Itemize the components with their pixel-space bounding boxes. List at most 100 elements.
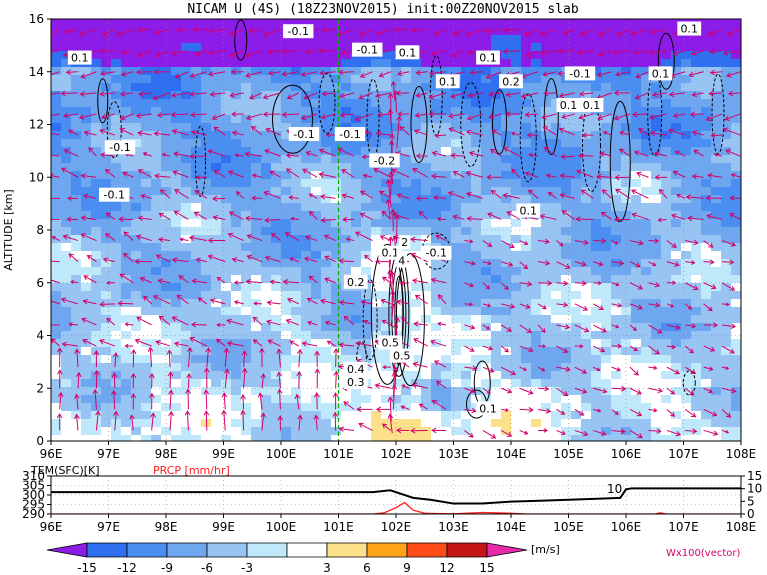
shading-cell (401, 363, 412, 372)
shading-cell (571, 123, 582, 132)
shading-cell (341, 331, 352, 340)
wind-vector (245, 113, 263, 121)
shading-cell (241, 259, 252, 268)
shading-cell (641, 411, 652, 420)
shading-cell (431, 403, 442, 412)
shading-cell (641, 187, 652, 196)
surface-x-tick-label: 107E (668, 520, 699, 534)
wind-vector (188, 235, 207, 242)
shading-cell (341, 139, 352, 148)
shading-cell (431, 259, 442, 268)
shading-cell (611, 131, 622, 140)
shading-cell (351, 139, 362, 148)
wind-vector (593, 281, 602, 286)
shading-cell (641, 107, 652, 116)
shading-cell (581, 51, 592, 60)
wind-vector (575, 216, 594, 222)
wind-vector (68, 129, 79, 136)
wind-vector (119, 127, 134, 136)
shading-cell (141, 339, 152, 348)
shading-cell (381, 283, 392, 292)
wind-vector (668, 128, 686, 136)
shading-cell (411, 67, 422, 76)
shading-cell (231, 387, 242, 396)
shading-cell (581, 251, 592, 260)
y-tick-label: 10 (29, 170, 44, 184)
wind-vector (118, 216, 134, 223)
shading-cell (401, 155, 412, 164)
wind-vector (431, 173, 447, 180)
shading-cell (311, 291, 322, 300)
contour-label-bg (395, 45, 420, 60)
wind-vector (689, 111, 704, 118)
shading-cell (111, 35, 122, 44)
shading-cell (201, 91, 212, 100)
shading-cell (641, 307, 652, 316)
shading-cell (491, 131, 502, 140)
surface-x-tick-label: 105E (553, 520, 584, 534)
shading-cell (591, 51, 602, 60)
wind-vector (233, 300, 244, 305)
shading-cell (81, 19, 92, 28)
shading-cell (61, 91, 72, 100)
wind-vector (597, 29, 612, 37)
shading-cell (151, 259, 162, 268)
shading-cell (491, 155, 502, 164)
shading-cell (321, 187, 332, 196)
shading-cell (301, 19, 312, 28)
shading-cell (251, 211, 262, 220)
wind-vector (338, 426, 355, 432)
shading-cell (151, 339, 162, 348)
shading-cell (551, 243, 562, 252)
shading-cell (361, 163, 372, 172)
wind-vector (111, 389, 117, 410)
shading-cell (701, 59, 712, 68)
shading-cell (731, 179, 741, 188)
shading-cell (521, 171, 532, 180)
shading-cell (411, 259, 422, 268)
wind-vector (190, 129, 207, 136)
shading-cell (641, 131, 652, 140)
shading-cell (691, 227, 702, 236)
shading-cell (591, 411, 602, 420)
shading-cell (631, 307, 642, 316)
shading-cell (501, 67, 512, 76)
shading-cell (561, 299, 572, 308)
wind-vector (708, 90, 723, 97)
wind-vector (173, 210, 189, 220)
shading-cell (271, 339, 282, 348)
shading-cell (91, 227, 102, 236)
shading-cell (251, 75, 262, 84)
shading-cell (231, 419, 242, 428)
shading-cell (441, 147, 452, 156)
wind-vector (703, 282, 717, 290)
shading-cell (701, 299, 712, 308)
shading-cell (211, 259, 222, 268)
shading-cell (701, 323, 712, 332)
shading-cell (91, 275, 102, 284)
wind-vector (430, 339, 447, 347)
shading-cell (181, 355, 192, 364)
shading-cell (351, 235, 362, 244)
shading-cell (141, 387, 152, 396)
shading-cell (281, 171, 292, 180)
shading-cell (231, 27, 242, 36)
wind-vector (70, 280, 79, 284)
shading-cell (451, 299, 462, 308)
shading-cell (381, 131, 392, 140)
shading-cell (701, 235, 712, 244)
wind-vector (387, 413, 394, 434)
wind-vector (577, 49, 594, 56)
wind-vector (338, 258, 355, 264)
shading-cell (301, 163, 312, 172)
shading-cell (561, 59, 572, 68)
shading-cell (601, 139, 612, 148)
wind-vector (171, 316, 189, 326)
shading-cell (191, 155, 202, 164)
shading-cell (331, 259, 342, 268)
shading-cell (151, 435, 162, 441)
shading-cell (271, 43, 282, 52)
shading-cell (671, 83, 682, 92)
shading-cell (421, 371, 432, 380)
shading-cell (151, 403, 162, 412)
